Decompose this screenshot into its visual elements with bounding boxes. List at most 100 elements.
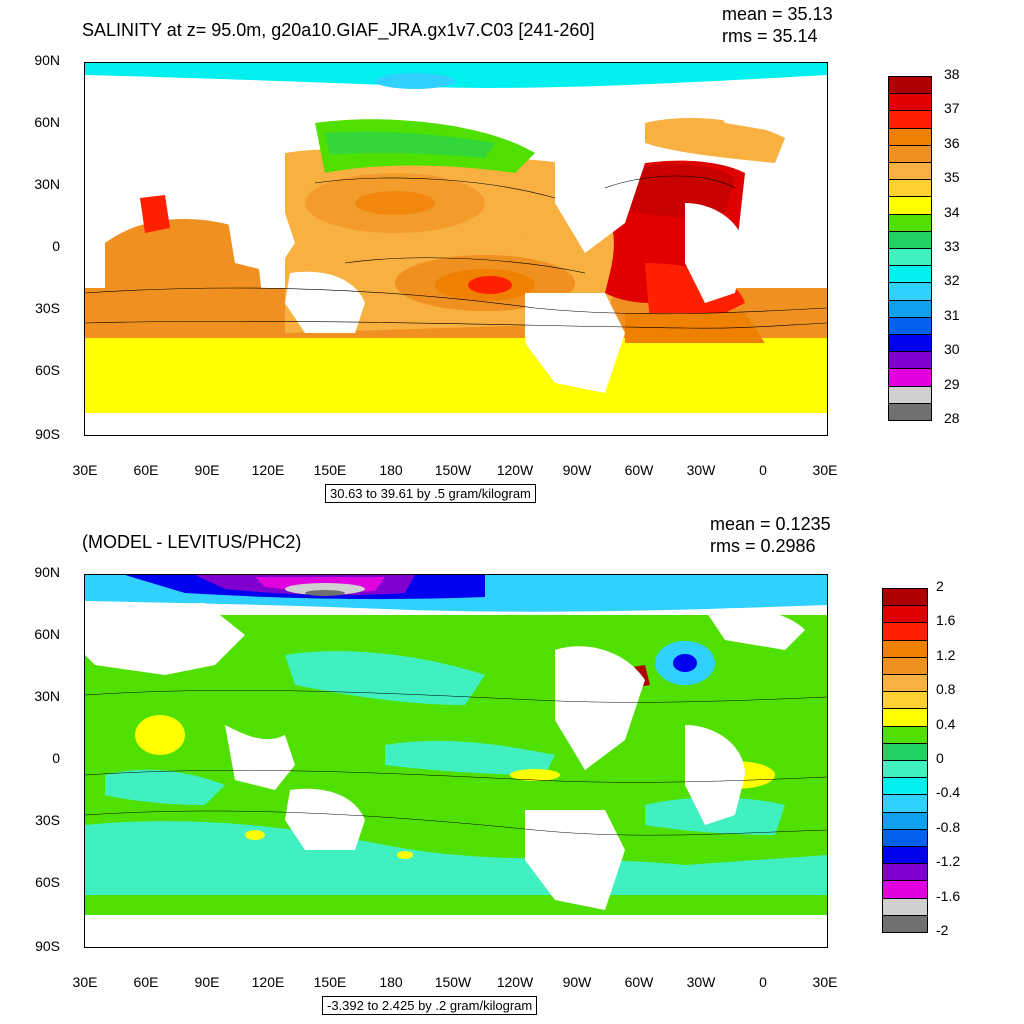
lon-label-12: 30E: [812, 462, 838, 478]
salinity-title: SALINITY at z= 95.0m, g20a10.GIAF_JRA.gx…: [82, 20, 595, 40]
lat-label-eq: 0: [52, 750, 60, 766]
colorbar-label: 35: [944, 169, 960, 186]
colorbar-swatch: [888, 265, 932, 284]
lat-label-30n: 30N: [34, 688, 60, 704]
colorbar-swatch: [882, 691, 928, 710]
lat-label-90s: 90S: [35, 938, 60, 954]
lon-label-3: 120E: [251, 974, 285, 990]
colorbar-swatch: [888, 230, 932, 249]
colorbar-swatch: [888, 144, 932, 163]
lon-label-5: 180: [379, 462, 403, 478]
salinity-colorbar-labels: 38 37 36 35 34 33 32 31 30 29 28: [944, 66, 984, 430]
colorbar-label: 37: [944, 100, 960, 117]
difference-rms: rms = 0.2986: [710, 536, 816, 556]
colorbar-swatch: [888, 127, 932, 146]
lon-label-4: 150E: [313, 462, 347, 478]
colorbar-label: 31: [944, 306, 960, 323]
colorbar-label: 28: [944, 410, 960, 426]
lon-label-11: 0: [759, 462, 767, 478]
colorbar-swatch: [888, 213, 932, 232]
colorbar-swatch: [882, 828, 928, 847]
lon-label-10: 30W: [686, 462, 716, 478]
lon-label-10: 30W: [686, 974, 716, 990]
difference-panel: (MODEL - LEVITUS/PHC2) mean = 0.1235 rms…: [0, 512, 1024, 1024]
colorbar-label: -1.6: [936, 887, 961, 904]
colorbar-swatch: [882, 863, 928, 882]
colorbar-label: 0.4: [936, 715, 956, 732]
colorbar-label: 2: [936, 578, 944, 594]
colorbar-swatch: [882, 846, 928, 865]
lon-label-2: 90E: [194, 974, 220, 990]
lon-label-6: 150W: [434, 462, 472, 478]
lon-label-0: 30E: [72, 974, 98, 990]
colorbar-label: -1.2: [936, 853, 961, 870]
colorbar-label: 38: [944, 66, 960, 82]
lat-label-60n: 60N: [34, 626, 60, 642]
colorbar-swatch: [882, 794, 928, 813]
colorbar-swatch: [882, 777, 928, 796]
difference-colorbar-labels: 2 1.6 1.2 0.8 0.4 0 -0.4 -0.8 -1.2 -1.6 -2: [936, 578, 976, 942]
lon-label-11: 0: [759, 974, 767, 990]
lat-label-60s: 60S: [35, 362, 60, 378]
salinity-range-info: 30.63 to 39.61 by .5 gram/kilogram: [325, 484, 536, 503]
salinity-map-graphic: [85, 63, 827, 435]
salinity-map: [84, 62, 828, 436]
colorbar-swatch: [882, 880, 928, 899]
colorbar-label: 30: [944, 341, 960, 358]
lat-label-60s: 60S: [35, 874, 60, 890]
lon-label-6: 150W: [434, 974, 472, 990]
lat-label-30s: 30S: [35, 300, 60, 316]
colorbar-swatch: [888, 334, 932, 353]
colorbar-label: -0.4: [936, 784, 961, 801]
colorbar-label: 0: [936, 750, 944, 766]
salinity-panel: SALINITY at z= 95.0m, g20a10.GIAF_JRA.gx…: [34, 4, 984, 503]
colorbar-swatch: [882, 674, 928, 693]
salinity-colorbar: [888, 76, 932, 421]
colorbar-swatch: [888, 76, 932, 95]
colorbar-swatch: [888, 402, 932, 421]
lon-label-1: 60E: [133, 974, 159, 990]
salinity-rms: rms = 35.14: [722, 26, 818, 46]
lon-label-2: 90E: [194, 462, 220, 478]
colorbar-label: 1.6: [936, 612, 956, 629]
colorbar-label: 29: [944, 375, 960, 392]
colorbar-label: 1.2: [936, 646, 956, 663]
lat-label-30s: 30S: [35, 812, 60, 828]
colorbar-swatch: [882, 708, 928, 727]
lon-label-5: 180: [379, 974, 403, 990]
colorbar-swatch: [882, 897, 928, 916]
salinity-mean: mean = 35.13: [722, 4, 833, 24]
difference-mean: mean = 0.1235: [710, 514, 831, 534]
colorbar-swatch: [888, 316, 932, 335]
lat-label-90n: 90N: [34, 52, 60, 68]
difference-range-info: -3.392 to 2.425 by .2 gram/kilogram: [322, 996, 538, 1015]
difference-colorbar: [882, 588, 928, 933]
lon-label-1: 60E: [133, 462, 159, 478]
colorbar-swatch: [882, 811, 928, 830]
difference-title: (MODEL - LEVITUS/PHC2): [82, 532, 302, 552]
colorbar-swatch: [882, 656, 928, 675]
lon-label-9: 60W: [624, 462, 654, 478]
difference-map-graphic: [85, 575, 827, 947]
colorbar-swatch: [882, 760, 928, 779]
colorbar-swatch: [882, 622, 928, 641]
colorbar-swatch: [882, 588, 928, 607]
lon-label-3: 120E: [251, 462, 285, 478]
lon-label-8: 90W: [562, 974, 592, 990]
colorbar-swatch: [888, 351, 932, 370]
lat-label-90s: 90S: [35, 426, 60, 442]
colorbar-swatch: [882, 914, 928, 933]
colorbar-label: 33: [944, 238, 960, 254]
difference-map: [84, 574, 828, 948]
lat-label-60n: 60N: [34, 114, 60, 130]
colorbar-label: 36: [944, 134, 960, 151]
lat-label-eq: 0: [52, 238, 60, 254]
colorbar-swatch: [888, 248, 932, 267]
colorbar-label: -2: [936, 922, 949, 938]
lon-label-8: 90W: [562, 462, 592, 478]
lon-label-7: 120W: [496, 462, 534, 478]
lat-label-30n: 30N: [34, 176, 60, 192]
lon-label-7: 120W: [496, 974, 534, 990]
colorbar-swatch: [888, 368, 932, 387]
colorbar-swatch: [888, 196, 932, 215]
